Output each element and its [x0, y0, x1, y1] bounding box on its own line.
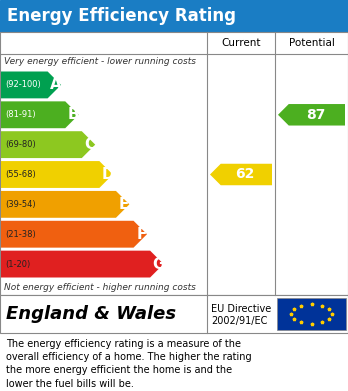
Text: (55-68): (55-68): [5, 170, 36, 179]
Text: (1-20): (1-20): [5, 260, 30, 269]
Text: (69-80): (69-80): [5, 140, 36, 149]
Text: (21-38): (21-38): [5, 230, 36, 239]
Polygon shape: [1, 101, 79, 128]
Text: Not energy efficient - higher running costs: Not energy efficient - higher running co…: [4, 283, 196, 292]
Polygon shape: [1, 72, 61, 99]
Polygon shape: [1, 191, 129, 218]
Text: G: G: [152, 256, 164, 272]
Text: The energy efficiency rating is a measure of the
overall efficiency of a home. T: The energy efficiency rating is a measur…: [6, 339, 252, 389]
Text: Current: Current: [221, 38, 261, 48]
Polygon shape: [210, 164, 272, 185]
Polygon shape: [1, 251, 164, 278]
Text: EU Directive: EU Directive: [211, 305, 271, 314]
Text: 62: 62: [235, 167, 255, 181]
Text: 2002/91/EC: 2002/91/EC: [211, 316, 267, 326]
Polygon shape: [1, 131, 95, 158]
Text: A: A: [50, 77, 62, 92]
Text: F: F: [136, 227, 147, 242]
Text: (81-91): (81-91): [5, 110, 35, 119]
Bar: [0, 295, 348, 333]
Text: England & Wales: England & Wales: [6, 305, 176, 323]
Bar: [277, 298, 346, 330]
Text: Energy Efficiency Rating: Energy Efficiency Rating: [7, 7, 236, 25]
Polygon shape: [1, 221, 147, 248]
Polygon shape: [1, 161, 113, 188]
Text: 87: 87: [306, 108, 325, 122]
Text: B: B: [68, 107, 79, 122]
Text: Potential: Potential: [288, 38, 334, 48]
Bar: [0, 32, 348, 295]
Text: Very energy efficient - lower running costs: Very energy efficient - lower running co…: [4, 57, 196, 66]
Text: E: E: [119, 197, 129, 212]
Text: C: C: [84, 137, 95, 152]
Bar: [0, 0, 348, 32]
Text: (92-100): (92-100): [5, 81, 41, 90]
Polygon shape: [278, 104, 345, 126]
Text: D: D: [101, 167, 114, 182]
Text: (39-54): (39-54): [5, 200, 35, 209]
